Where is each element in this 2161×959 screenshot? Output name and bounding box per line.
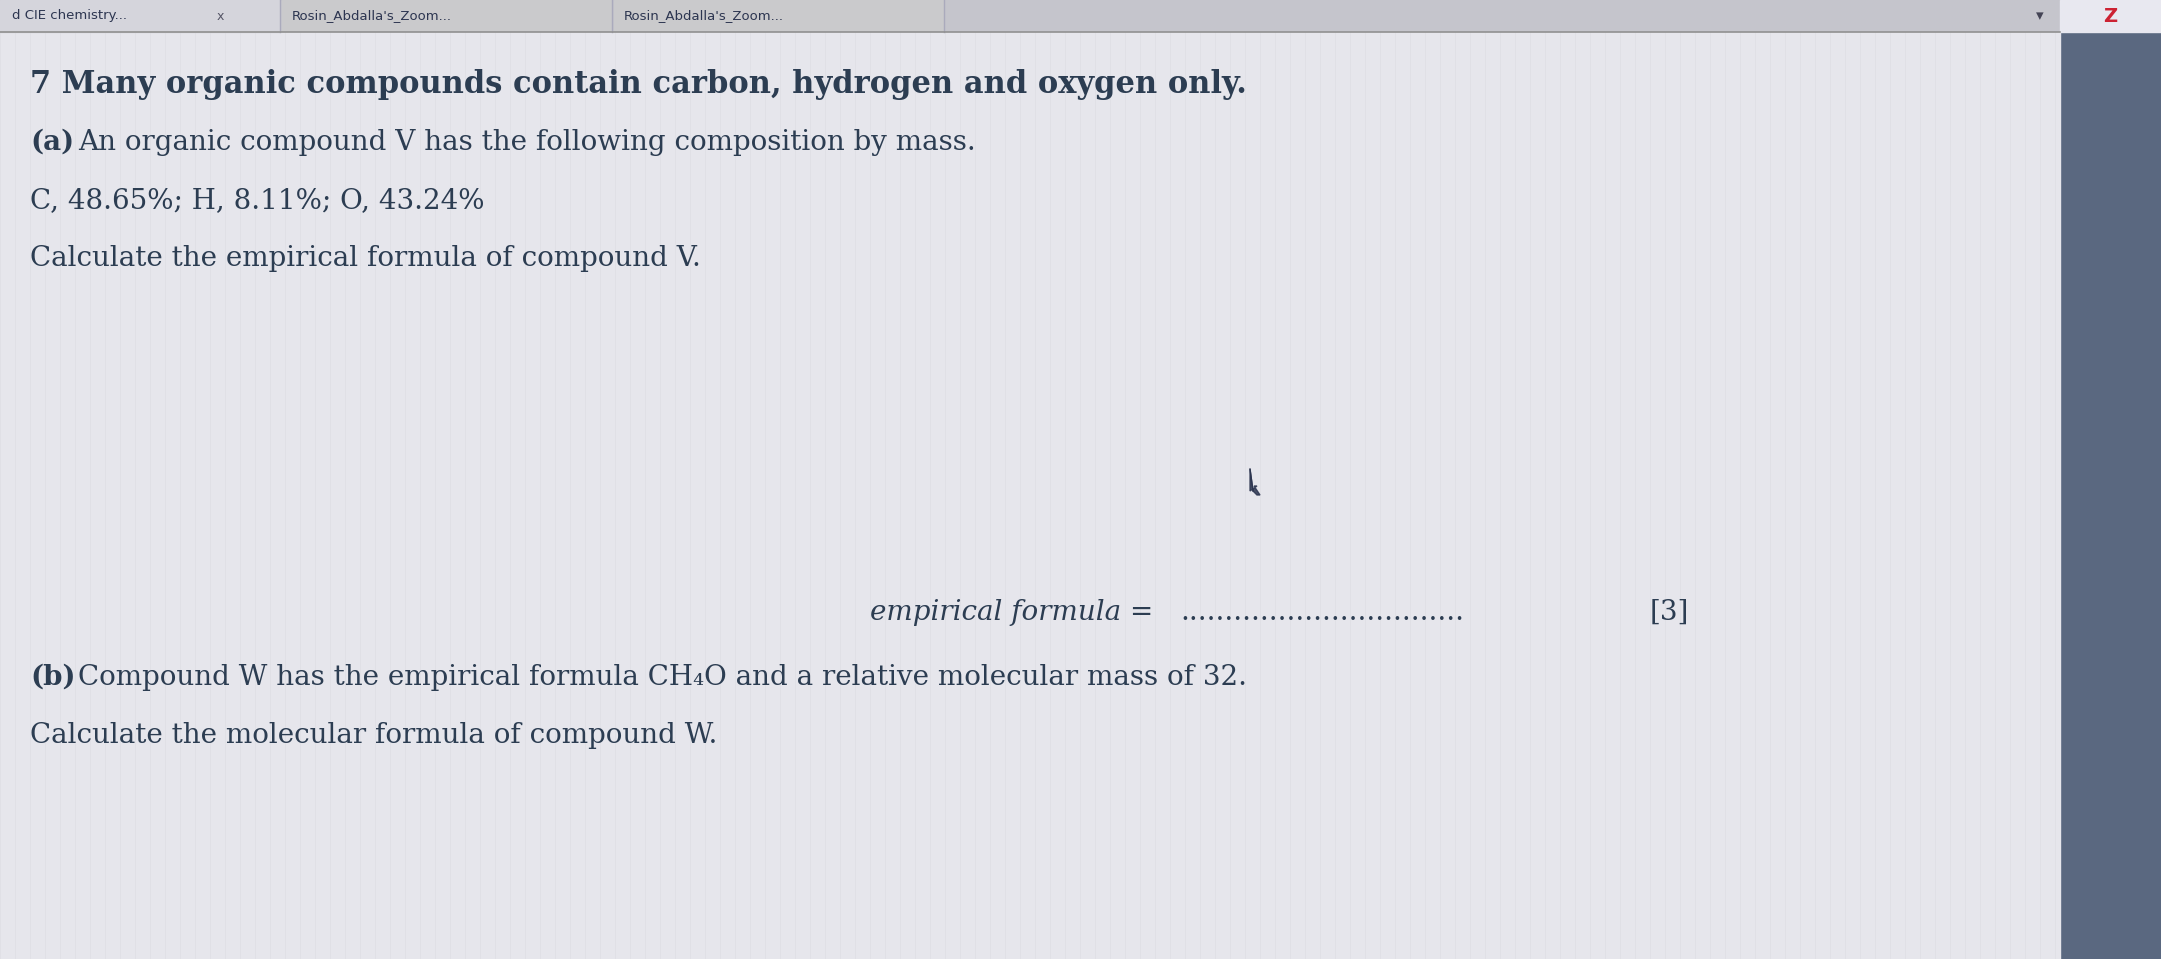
Text: Rosin_Abdalla's_Zoom...: Rosin_Abdalla's_Zoom... [625,10,784,22]
Text: Compound W has the empirical formula CH₄O and a relative molecular mass of 32.: Compound W has the empirical formula CH₄… [78,664,1247,691]
Bar [2059,0,2161,32]
Bar [0,0,281,32]
Text: [3]: [3] [1651,599,1690,626]
Text: ▾: ▾ [2036,9,2044,24]
Text: Calculate the molecular formula of compound W.: Calculate the molecular formula of compo… [30,722,717,749]
Text: Calculate the empirical formula of compound V.: Calculate the empirical formula of compo… [30,245,700,272]
Text: An organic compound V has the following composition by mass.: An organic compound V has the following … [78,129,977,156]
Text: d CIE chemistry...: d CIE chemistry... [13,10,127,22]
Text: Rosin_Abdalla's_Zoom...: Rosin_Abdalla's_Zoom... [292,10,452,22]
Polygon shape [1249,469,1260,495]
Bar [614,0,944,30]
Text: x: x [216,10,225,22]
Text: 7 Many organic compounds contain carbon, hydrogen and oxygen only.: 7 Many organic compounds contain carbon,… [30,69,1247,100]
Bar [281,0,612,30]
Text: (a): (a) [30,129,73,156]
Text: C, 48.65%; H, 8.11%; O, 43.24%: C, 48.65%; H, 8.11%; O, 43.24% [30,187,484,214]
Text: (b): (b) [30,664,76,691]
Bar [2059,0,2161,959]
Bar [0,0,2059,32]
Text: empirical formula =: empirical formula = [871,599,1163,626]
Text: Z: Z [2103,7,2118,26]
Text: ................................: ................................ [1180,599,1463,626]
